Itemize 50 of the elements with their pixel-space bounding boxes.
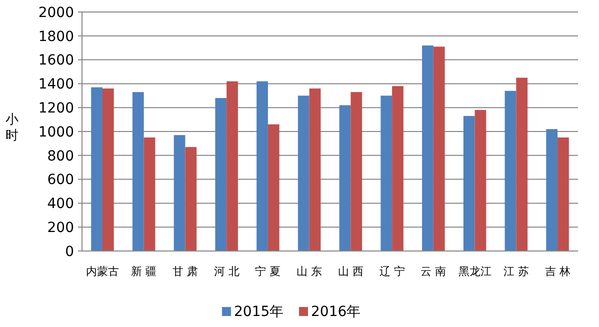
bar (132, 92, 144, 251)
bar (392, 86, 404, 251)
legend-label: 2016年 (311, 304, 361, 320)
y-axis-title: 小时 (6, 112, 18, 144)
y-tick-label: 0 (65, 244, 74, 260)
bar (339, 105, 351, 251)
bar (350, 92, 362, 251)
y-tick-label: 200 (47, 220, 74, 236)
bar (256, 81, 268, 251)
bar (215, 98, 227, 251)
bar (516, 78, 528, 251)
x-tick-label: 新 疆 (131, 265, 157, 278)
x-tick-label: 山 西 (338, 265, 364, 278)
bar (309, 88, 321, 251)
y-tick-label: 1000 (38, 124, 74, 140)
x-tick-label: 甘 肃 (172, 265, 198, 278)
x-tick-label: 云 南 (420, 265, 446, 278)
bar (185, 147, 197, 251)
y-tick-label: 2000 (38, 4, 74, 21)
x-tick-label: 河 北 (214, 265, 240, 278)
bar (504, 90, 516, 251)
bar (433, 46, 445, 251)
legend-label: 2015年 (234, 304, 284, 320)
y-tick-label: 600 (47, 172, 74, 188)
bar (226, 81, 238, 251)
bar (91, 87, 102, 251)
y-tick-label: 1600 (38, 52, 74, 69)
bar (474, 110, 486, 251)
x-tick-label: 山 东 (296, 265, 322, 278)
bar (380, 96, 392, 251)
bar (422, 45, 434, 251)
x-tick-label: 吉 林 (544, 265, 570, 278)
bar (546, 129, 558, 251)
x-tick-label: 辽 宁 (379, 265, 405, 278)
bar (102, 88, 114, 251)
y-tick-label: 1400 (38, 76, 74, 93)
bar (558, 137, 569, 251)
x-tick-label: 江 苏 (503, 265, 529, 278)
y-tick-label: 1200 (38, 100, 74, 116)
x-tick-label: 内蒙古 (86, 265, 119, 278)
x-tick-label: 宁 夏 (255, 265, 281, 278)
bar (174, 135, 186, 251)
x-tick-label: 黑龙江 (458, 265, 492, 278)
bar (463, 116, 475, 251)
y-tick-label: 400 (47, 196, 74, 212)
y-tick-label: 1800 (38, 28, 74, 45)
bar (268, 124, 280, 251)
bar (298, 96, 310, 251)
bar (144, 137, 156, 251)
y-tick-label: 800 (47, 148, 74, 164)
